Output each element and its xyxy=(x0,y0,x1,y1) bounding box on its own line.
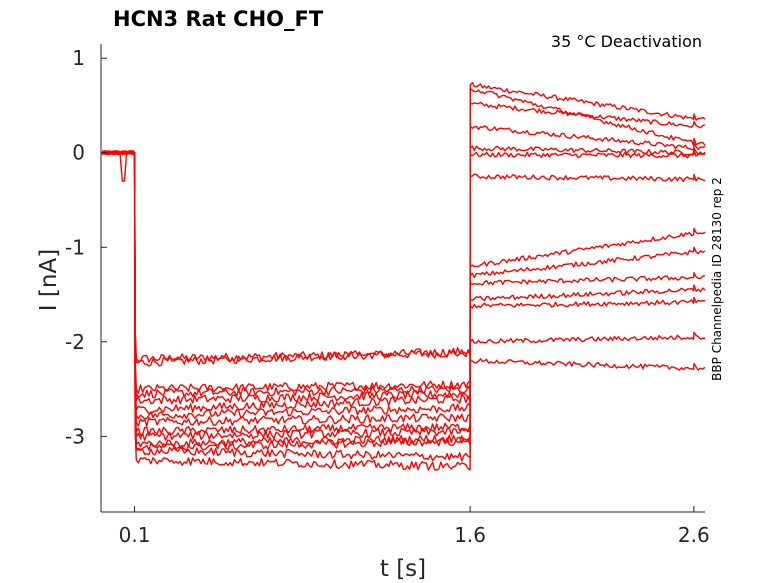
current-trace xyxy=(101,150,706,462)
y-tick-label: 0 xyxy=(72,141,85,165)
y-tick-label: -2 xyxy=(65,330,85,354)
y-tick-label: -1 xyxy=(65,235,85,259)
y-ticks: 1 0 -1 -2 -3 xyxy=(65,46,107,448)
y-tick-label: -3 xyxy=(65,424,85,448)
x-axis-label: t [s] xyxy=(380,556,426,582)
current-trace xyxy=(101,87,706,471)
y-tick-label: 1 xyxy=(72,46,85,70)
x-ticks: 0.1 1.6 2.6 xyxy=(119,506,710,547)
current-trace xyxy=(101,150,706,437)
current-trace xyxy=(101,101,706,367)
x-tick-label: 1.6 xyxy=(454,523,486,547)
current-trace xyxy=(101,150,706,452)
protocol-annotation: 35 °C Deactivation xyxy=(551,32,702,51)
current-trace xyxy=(101,125,706,394)
axes xyxy=(100,44,705,513)
x-tick-label: 0.1 xyxy=(119,523,151,547)
x-tick-label: 2.6 xyxy=(678,523,710,547)
current-trace xyxy=(101,150,706,405)
current-trace xyxy=(101,150,706,441)
current-trace xyxy=(102,150,706,415)
y-axis-label: I [nA] xyxy=(36,249,62,311)
chart-title: HCN3 Rat CHO_FT xyxy=(113,7,324,31)
traces-group xyxy=(101,82,706,471)
current-trace xyxy=(101,150,706,427)
side-id-label: BBP Channelpedia ID 28130 rep 2 xyxy=(710,177,724,381)
current-trace xyxy=(101,82,706,363)
current-trace xyxy=(101,150,706,420)
